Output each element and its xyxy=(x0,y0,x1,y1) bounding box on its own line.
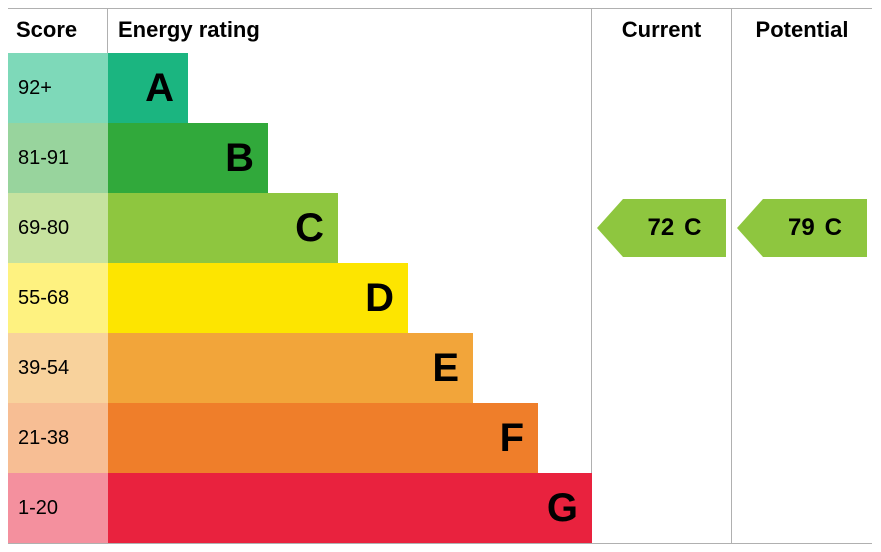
current-cell: 72 C xyxy=(592,193,732,263)
rating-bar-e: E xyxy=(108,333,473,403)
rating-area: G xyxy=(108,473,592,543)
band-row-b: 81-91B xyxy=(8,123,872,193)
header-row: Score Energy rating Current Potential xyxy=(8,9,872,53)
current-cell xyxy=(592,473,732,543)
current-cell xyxy=(592,123,732,193)
score-cell: 1-20 xyxy=(8,473,108,543)
potential-cell xyxy=(732,263,872,333)
band-row-c: 69-80C72C79C xyxy=(8,193,872,263)
potential-cell xyxy=(732,53,872,123)
potential-cell: 79 C xyxy=(732,193,872,263)
band-row-f: 21-38F xyxy=(8,403,872,473)
score-cell: 21-38 xyxy=(8,403,108,473)
header-current: Current xyxy=(592,9,732,53)
potential-cell xyxy=(732,403,872,473)
current-cell xyxy=(592,403,732,473)
score-cell: 69-80 xyxy=(8,193,108,263)
rating-arrow: 79 C xyxy=(737,199,867,257)
header-potential: Potential xyxy=(732,9,872,53)
arrow-value: 72 xyxy=(647,214,674,242)
potential-cell xyxy=(732,123,872,193)
potential-cell xyxy=(732,333,872,403)
band-row-d: 55-68D xyxy=(8,263,872,333)
rating-bar-a: A xyxy=(108,53,188,123)
energy-rating-chart: Score Energy rating Current Potential 92… xyxy=(8,8,872,544)
current-cell xyxy=(592,333,732,403)
score-cell: 55-68 xyxy=(8,263,108,333)
band-row-e: 39-54E xyxy=(8,333,872,403)
arrow-body: 72 C xyxy=(623,199,726,257)
arrow-value: 79 xyxy=(788,214,815,242)
arrow-tip-icon xyxy=(597,199,623,257)
band-row-g: 1-20G xyxy=(8,473,872,543)
arrow-grade: C xyxy=(825,214,842,242)
current-cell xyxy=(592,53,732,123)
score-cell: 39-54 xyxy=(8,333,108,403)
rating-arrow: 72 C xyxy=(597,199,726,257)
rating-area: C xyxy=(108,193,592,263)
header-rating: Energy rating xyxy=(108,9,592,53)
current-cell xyxy=(592,263,732,333)
potential-cell xyxy=(732,473,872,543)
bands-container: 92+A81-91B69-80C72C79C55-68D39-54E21-38F… xyxy=(8,53,872,543)
rating-area: D xyxy=(108,263,592,333)
rating-bar-b: B xyxy=(108,123,268,193)
arrow-grade: C xyxy=(684,214,701,242)
arrow-tip-icon xyxy=(737,199,763,257)
rating-bar-g: G xyxy=(108,473,592,543)
rating-area: F xyxy=(108,403,592,473)
rating-bar-d: D xyxy=(108,263,408,333)
header-score: Score xyxy=(8,9,108,53)
rating-bar-c: C xyxy=(108,193,338,263)
arrow-body: 79 C xyxy=(763,199,867,257)
rating-area: E xyxy=(108,333,592,403)
score-cell: 92+ xyxy=(8,53,108,123)
rating-bar-f: F xyxy=(108,403,538,473)
rating-area: B xyxy=(108,123,592,193)
band-row-a: 92+A xyxy=(8,53,872,123)
score-cell: 81-91 xyxy=(8,123,108,193)
rating-area: A xyxy=(108,53,592,123)
